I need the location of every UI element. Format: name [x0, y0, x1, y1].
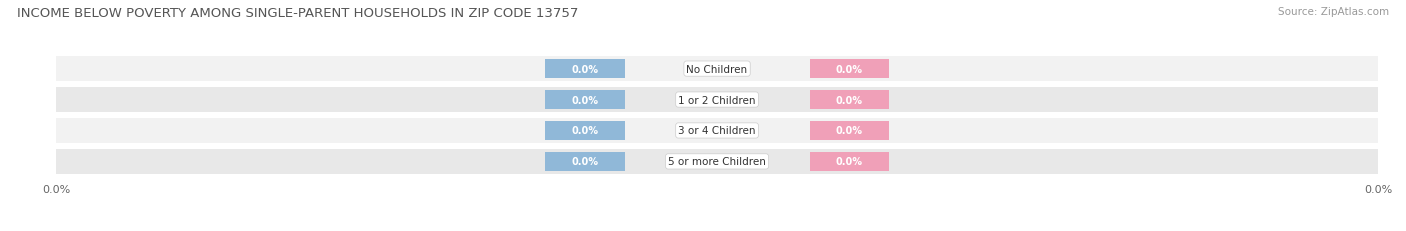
Text: 0.0%: 0.0% — [571, 126, 599, 136]
Bar — [56, 88, 1378, 113]
Text: 3 or 4 Children: 3 or 4 Children — [678, 126, 756, 136]
Bar — [546, 60, 624, 79]
Bar — [56, 57, 1378, 82]
Text: 0.0%: 0.0% — [835, 126, 863, 136]
Bar — [810, 60, 889, 79]
Text: 0.0%: 0.0% — [835, 64, 863, 74]
Bar — [810, 91, 889, 110]
Text: 1 or 2 Children: 1 or 2 Children — [678, 95, 756, 105]
Text: 0.0%: 0.0% — [571, 64, 599, 74]
Text: 5 or more Children: 5 or more Children — [668, 157, 766, 167]
Bar — [810, 152, 889, 171]
Bar — [56, 118, 1378, 143]
Text: Source: ZipAtlas.com: Source: ZipAtlas.com — [1278, 7, 1389, 17]
Text: 0.0%: 0.0% — [835, 157, 863, 167]
Bar — [546, 121, 624, 140]
Bar — [546, 91, 624, 110]
Text: 0.0%: 0.0% — [835, 95, 863, 105]
Bar — [546, 152, 624, 171]
Text: No Children: No Children — [686, 64, 748, 74]
Bar — [56, 149, 1378, 174]
Text: INCOME BELOW POVERTY AMONG SINGLE-PARENT HOUSEHOLDS IN ZIP CODE 13757: INCOME BELOW POVERTY AMONG SINGLE-PARENT… — [17, 7, 578, 20]
Bar — [810, 121, 889, 140]
Text: 0.0%: 0.0% — [571, 157, 599, 167]
Text: 0.0%: 0.0% — [571, 95, 599, 105]
